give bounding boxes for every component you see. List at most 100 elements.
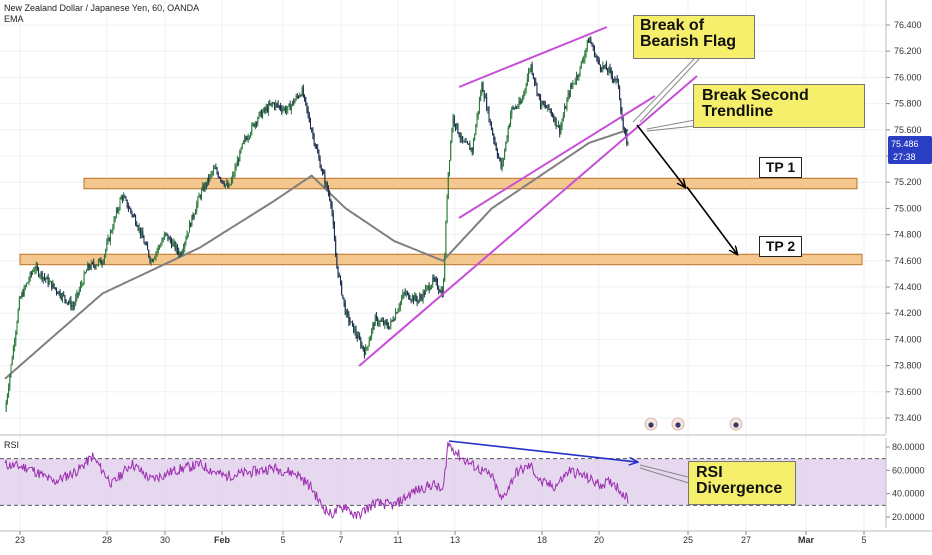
candle-body [447, 171, 449, 199]
candle-body [383, 320, 385, 325]
candle-body [14, 341, 16, 348]
candle-body [179, 253, 181, 255]
candle-body [571, 85, 573, 87]
candle-body [227, 183, 229, 188]
candle-body [620, 99, 622, 112]
candle-body [272, 103, 274, 105]
candle-body [119, 199, 121, 209]
candle-body [286, 110, 288, 112]
candle-body [209, 174, 211, 181]
candle-body [415, 294, 417, 300]
candle-body [568, 93, 570, 95]
candle-body [390, 320, 392, 327]
candle-body [97, 260, 99, 265]
candle-body [105, 249, 107, 255]
rsi-callout-pointer [639, 467, 693, 485]
candle-body [71, 305, 73, 308]
candle-body [333, 224, 335, 241]
rsi-divergence-arrow [448, 440, 637, 462]
candle-body [488, 108, 490, 122]
candle-body [607, 70, 609, 73]
candle-body [553, 116, 555, 122]
candle-body [523, 91, 525, 98]
candle-body [344, 302, 346, 315]
time-tick-label: 5 [861, 535, 866, 545]
candle-body [312, 131, 314, 135]
candle-body [78, 289, 80, 294]
candle-body [350, 321, 352, 323]
candle-body [133, 215, 135, 217]
candle-body [26, 283, 28, 287]
candle-body [263, 108, 265, 113]
time-tick-label: 11 [393, 535, 402, 545]
candle-body [580, 62, 582, 67]
candle-body [434, 279, 436, 281]
candle-body [445, 221, 447, 256]
candle-body [520, 101, 522, 104]
candle-body [332, 213, 334, 225]
candle-body [33, 270, 35, 272]
candle-body [324, 173, 326, 185]
candle-body [336, 257, 338, 266]
candle-body [613, 79, 615, 81]
candle-body [300, 95, 302, 97]
candle-body [268, 103, 270, 112]
time-tick-label: 20 [594, 535, 604, 545]
candle-body [405, 292, 407, 295]
candle-body [106, 242, 108, 250]
candle-body [407, 292, 409, 294]
price-tick-label: 76.200 [894, 46, 922, 56]
candle-body [79, 284, 81, 290]
candle-body [94, 265, 96, 268]
candle-body [169, 237, 171, 241]
candle-body [410, 299, 412, 301]
candle-body [537, 93, 539, 95]
candle-body [180, 253, 182, 255]
candle-body [507, 128, 509, 139]
candle-body [385, 320, 387, 323]
candle-body [411, 295, 413, 300]
candle-body [617, 79, 619, 88]
candle-body [556, 125, 558, 127]
candle-body [616, 78, 618, 80]
candle-body [58, 291, 60, 294]
candle-body [586, 40, 588, 49]
candle-body [431, 285, 433, 289]
candle-body [96, 264, 98, 266]
candle-body [217, 173, 219, 178]
rsi-tick-label: 40.0000 [892, 489, 925, 499]
candle-body [504, 150, 506, 159]
candle-body [149, 256, 151, 262]
candle-body [81, 284, 83, 286]
candle-body [60, 296, 62, 299]
candle-body [234, 167, 236, 175]
candle-body [250, 133, 252, 137]
candle-body [229, 184, 231, 186]
candle-body [311, 128, 313, 132]
candle-body [369, 336, 371, 341]
candle-body [499, 157, 501, 161]
candle-body [401, 298, 403, 302]
candle-body [623, 129, 625, 131]
candle-body [138, 227, 140, 229]
candle-body [380, 321, 382, 323]
candle-body [378, 323, 380, 325]
candle-body [185, 239, 187, 243]
candle-body [428, 285, 430, 290]
candle-body [531, 64, 533, 74]
trendline-callout-pointer [646, 125, 696, 132]
candle-body [529, 69, 531, 72]
candle-body [30, 272, 32, 274]
price-tick-label: 74.200 [894, 308, 922, 318]
candle-body [156, 250, 158, 253]
candle-body [355, 329, 357, 336]
candle-body [349, 321, 351, 323]
candle-body [121, 196, 123, 200]
candle-body [490, 121, 492, 130]
candle-body [127, 206, 129, 209]
candle-body [248, 136, 250, 138]
candle-body [240, 148, 242, 151]
candle-body [587, 40, 589, 43]
candle-body [373, 324, 375, 326]
candle-body [35, 265, 37, 270]
